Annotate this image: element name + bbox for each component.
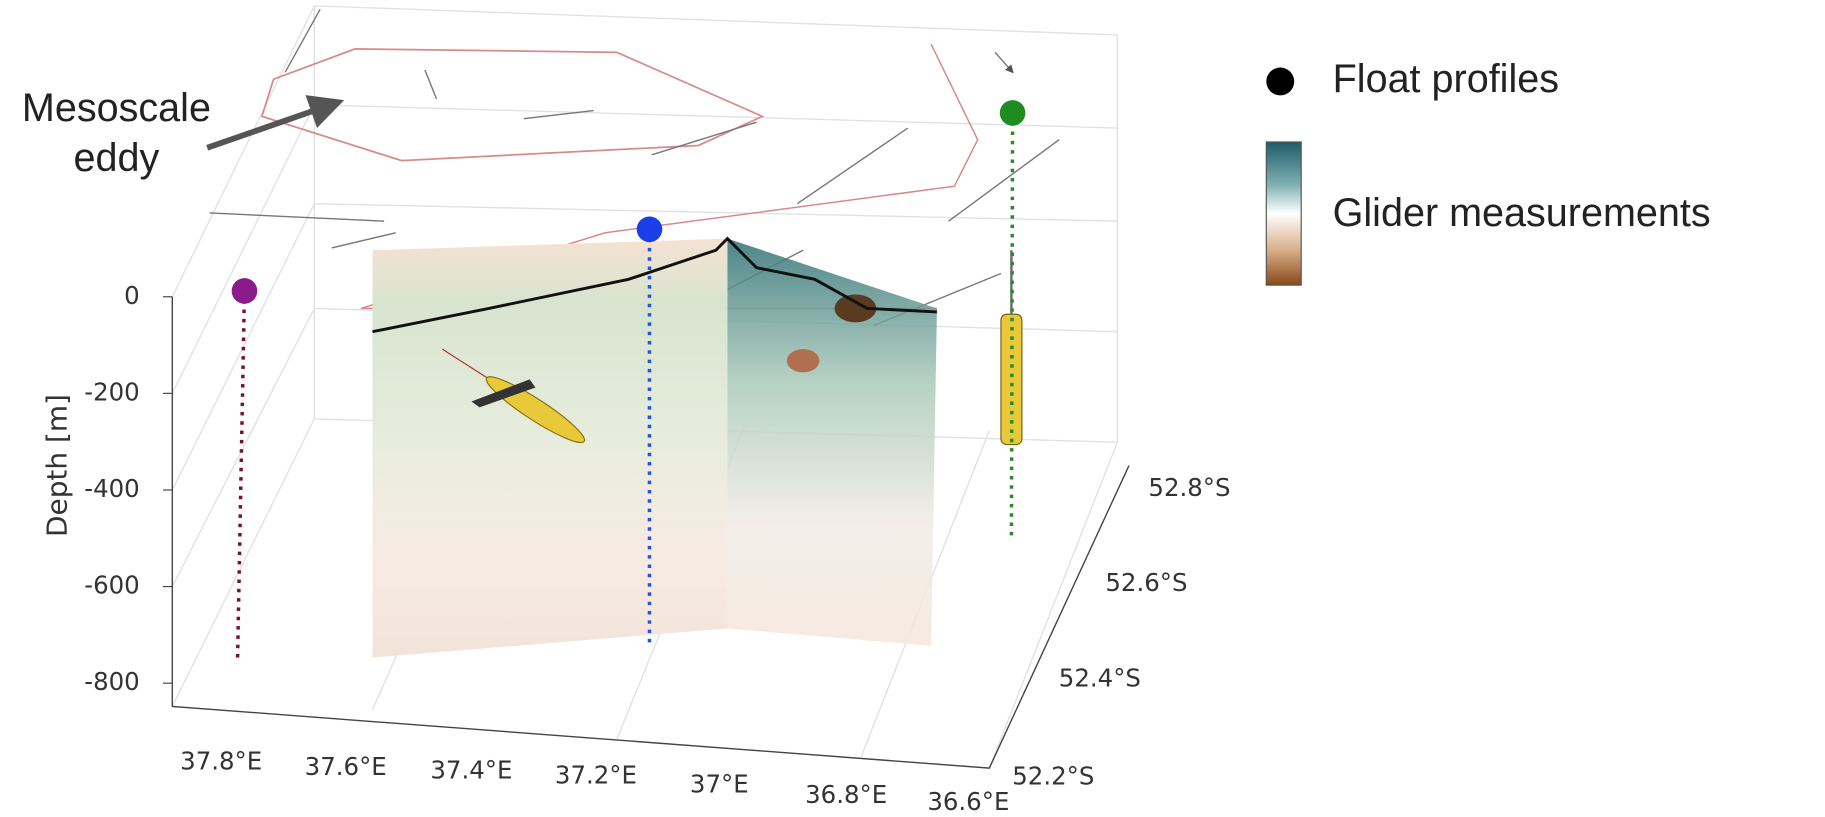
float-icon bbox=[1000, 250, 1023, 446]
axes bbox=[171, 296, 1130, 769]
legend-dot bbox=[1266, 67, 1295, 96]
lat-ticks: 52.2°S 52.4°S 52.6°S 52.8°S bbox=[1012, 473, 1230, 791]
lon-tick-label: 37.4°E bbox=[430, 756, 512, 785]
annotation-text: eddy bbox=[74, 136, 160, 180]
lon-tick-label: 37.8°E bbox=[180, 746, 262, 775]
depth-tick-label: -800 bbox=[84, 667, 139, 696]
glider-icon bbox=[442, 348, 586, 444]
lat-tick-label: 52.2°S bbox=[1012, 761, 1094, 790]
lon-tick-label: 36.6°E bbox=[927, 787, 1009, 816]
depth-tick-label: -400 bbox=[84, 474, 139, 503]
colorbar bbox=[1265, 141, 1302, 286]
depth-tick-label: -600 bbox=[84, 571, 139, 600]
legend: Float profiles Glider measurements bbox=[1265, 57, 1711, 286]
lat-tick-label: 52.4°S bbox=[1059, 664, 1141, 693]
lon-tick-label: 37.6°E bbox=[305, 752, 387, 781]
depth-tick-label: -200 bbox=[84, 377, 139, 406]
lat-tick-label: 52.6°S bbox=[1105, 568, 1187, 597]
lat-tick-label: 52.8°S bbox=[1148, 473, 1230, 502]
annotation-arrow bbox=[206, 95, 345, 151]
legend-label: Glider measurements bbox=[1333, 191, 1711, 235]
depth-axis-label: Depth [m] bbox=[40, 394, 73, 537]
legend-label: Float profiles bbox=[1333, 57, 1559, 101]
lon-tick-label: 37.2°E bbox=[555, 760, 637, 789]
lon-tick-label: 36.8°E bbox=[805, 780, 887, 809]
lon-tick-label: 37°E bbox=[690, 770, 749, 799]
lon-ticks: 37.8°E 37.6°E 37.4°E 37.2°E 37°E 36.8°E 36.6°E bbox=[180, 746, 1009, 816]
float-profiles bbox=[231, 100, 1026, 664]
depth-tick-label: 0 bbox=[124, 281, 140, 310]
glider-section bbox=[372, 236, 938, 658]
depth-ticks: 0 -200 -400 -600 -800 bbox=[84, 281, 173, 696]
annotation-text: Mesoscale bbox=[22, 86, 211, 130]
